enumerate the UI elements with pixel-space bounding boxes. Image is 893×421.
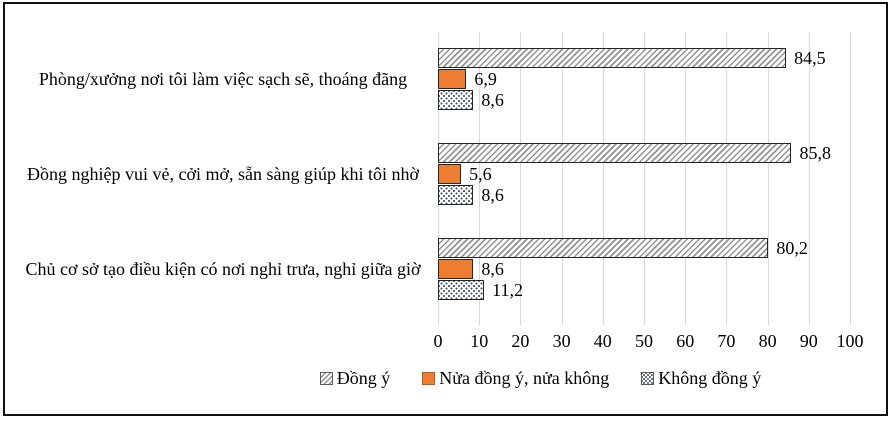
category-label: Phòng/xưởng nơi tôi làm việc sạch sẽ, th… [38, 69, 408, 90]
x-axis-tick-label: 100 [836, 331, 864, 351]
legend-item: Đồng ý [319, 368, 391, 389]
bar-series-2-category-1 [438, 185, 474, 205]
bar-row: 8,6 [438, 185, 850, 205]
plot-area: 84,5 6,9 8,6 85,8 5,6 8,6 80,2 8,6 11,2 [438, 32, 851, 325]
bar-value-label: 8,6 [481, 89, 504, 110]
bar-group: 80,2 8,6 11,2 [438, 238, 850, 301]
bar-row: 85,8 [438, 143, 850, 163]
bar-series-0-category-2 [438, 238, 769, 258]
bar-row: 6,9 [438, 69, 850, 89]
x-axis-tick-label: 40 [593, 331, 612, 351]
x-axis-tick-label: 60 [676, 331, 695, 351]
x-axis-tick-label: 70 [717, 331, 736, 351]
bar-series-0-category-1 [438, 143, 792, 163]
bar-row: 84,5 [438, 48, 850, 68]
bar-group: 84,5 6,9 8,6 [438, 48, 850, 111]
x-axis-tick-label: 80 [758, 331, 777, 351]
bar-value-label: 80,2 [776, 237, 808, 258]
legend-label: Nửa đồng ý, nửa không [439, 368, 610, 388]
gridline [685, 32, 687, 325]
bar-series-1-category-1 [438, 164, 462, 184]
x-axis-tick-label: 90 [799, 331, 818, 351]
bar-value-label: 6,9 [474, 68, 497, 89]
legend-item: Không đồng ý [641, 368, 761, 389]
x-axis-tick-label: 50 [635, 331, 653, 351]
bar-chart: Phòng/xưởng nơi tôi làm việc sạch sẽ, th… [5, 4, 886, 414]
category-label: Chủ cơ sở tạo điều kiện có nơi nghỉ trưa… [25, 259, 421, 280]
gridline [520, 32, 522, 325]
gridline [850, 32, 851, 325]
bar-series-1-category-2 [438, 259, 474, 279]
bar-value-label: 84,5 [794, 47, 826, 68]
legend-label: Đồng ý [336, 368, 391, 388]
gridline [726, 32, 728, 325]
legend-swatch-dots-icon [641, 372, 655, 385]
bar-series-1-category-0 [438, 69, 467, 89]
x-axis-tick-label: 30 [552, 331, 571, 351]
legend-label: Không đồng ý [658, 368, 762, 388]
bar-row: 8,6 [438, 259, 850, 279]
x-axis: 0 10 20 30 40 50 60 70 80 90 100 [434, 331, 864, 353]
gridline [644, 32, 645, 325]
x-axis-tick-label: 20 [511, 331, 530, 351]
gridline [561, 32, 563, 325]
bar-group: 85,8 5,6 8,6 [438, 143, 850, 206]
bar-series-2-category-0 [438, 90, 474, 110]
bar-value-label: 8,6 [481, 258, 504, 279]
bar-series-0-category-0 [438, 48, 787, 68]
bar-row: 5,6 [438, 164, 850, 184]
x-axis-tick-label: 0 [433, 331, 443, 351]
bar-value-label: 5,6 [469, 163, 492, 184]
bar-row: 8,6 [438, 90, 850, 110]
chart-frame: Phòng/xưởng nơi tôi làm việc sạch sẽ, th… [3, 2, 888, 416]
legend: Đồng ý Nửa đồng ý, nửa không Không đồng ý [5, 368, 886, 389]
gridline [479, 32, 481, 325]
bar-value-label: 85,8 [799, 142, 831, 163]
bar-series-2-category-2 [438, 280, 485, 300]
category-axis: Phòng/xưởng nơi tôi làm việc sạch sẽ, th… [17, 32, 429, 317]
bar-value-label: 11,2 [492, 279, 523, 300]
x-axis-tick-label: 10 [470, 331, 489, 351]
gridline [602, 32, 604, 325]
bar-value-label: 8,6 [481, 184, 504, 205]
bar-row: 80,2 [438, 238, 850, 258]
legend-swatch-solid-icon [422, 372, 436, 385]
gridline [767, 32, 769, 325]
bar-row: 11,2 [438, 280, 850, 300]
gridline [808, 32, 810, 325]
legend-swatch-hatch-icon [319, 372, 333, 385]
category-label: Đồng nghiệp vui vẻ, cởi mở, sẵn sàng giú… [26, 164, 420, 185]
legend-item: Nửa đồng ý, nửa không [422, 368, 609, 389]
